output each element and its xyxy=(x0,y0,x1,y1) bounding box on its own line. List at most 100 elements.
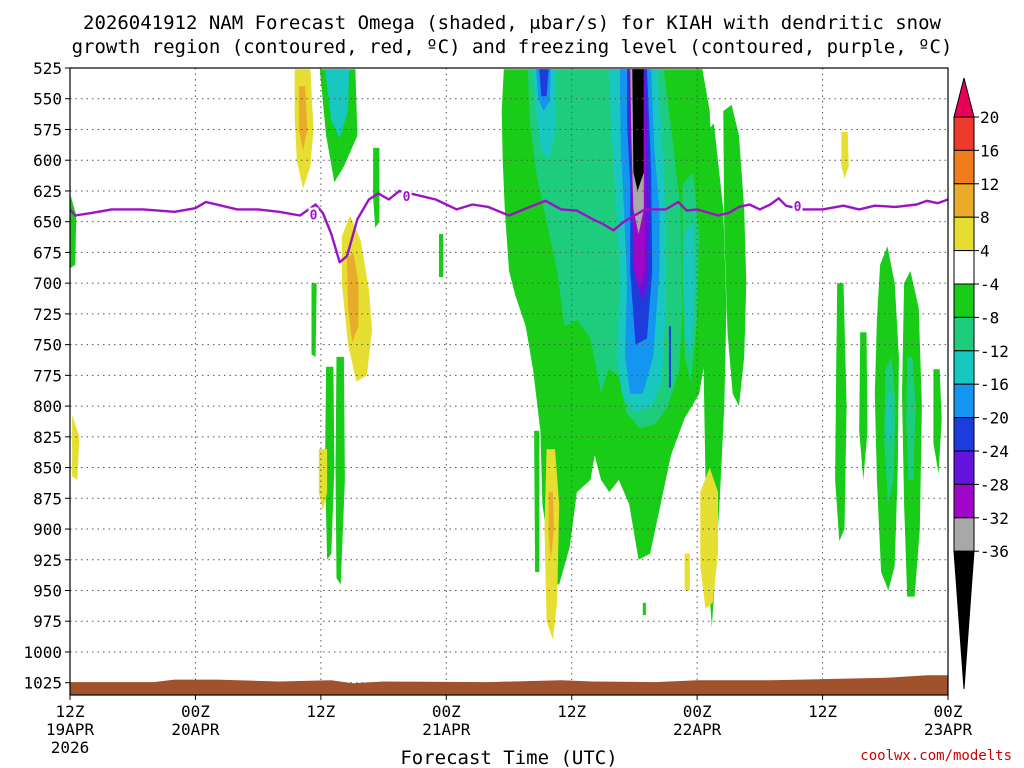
freezing-level-label-bg xyxy=(308,207,319,221)
terrain xyxy=(70,675,948,695)
credit-text[interactable]: coolwx.com/modelts xyxy=(860,748,1012,764)
x-tick-label: 2026 xyxy=(51,738,90,757)
colorbar-label: 4 xyxy=(980,242,990,261)
colorbar-bin xyxy=(953,250,975,285)
x-tick-label: 19APR xyxy=(46,720,95,739)
y-tick-label: 675 xyxy=(33,243,62,262)
x-tick-label: 22APR xyxy=(673,720,722,739)
omega-region-teal-day1 xyxy=(325,69,350,139)
colorbar-bin xyxy=(953,183,975,218)
x-tick-label: 00Z xyxy=(683,702,712,721)
omega-region-navy-left xyxy=(539,69,549,97)
omega-region-green-day1-lower xyxy=(325,366,335,560)
x-tick-label: 12Z xyxy=(557,702,586,721)
colorbar-label: -12 xyxy=(980,342,1009,361)
y-tick-label: 650 xyxy=(33,213,62,232)
colorbar-bin xyxy=(953,316,975,352)
omega-region-orange-day1 xyxy=(298,86,308,151)
colorbar-bin xyxy=(953,116,975,151)
omega-region-yellow-22apr xyxy=(700,467,718,609)
colorbar-label: -36 xyxy=(980,542,1009,561)
omega-region-green-day2-lower-left xyxy=(534,430,540,573)
y-tick-label: 825 xyxy=(33,428,62,447)
x-axis-label: Forecast Time (UTC) xyxy=(400,747,617,768)
x-tick-label: 20APR xyxy=(171,720,220,739)
omega-region-teal-far-right-b xyxy=(906,356,916,480)
omega-region-yellow-early-left xyxy=(72,414,80,480)
freezing-level-label: 0 xyxy=(794,200,802,215)
omega-region-green-day1-small xyxy=(373,147,380,228)
omega-region-green-day1-left xyxy=(311,283,317,357)
omega-region-yellow-far-right xyxy=(841,131,849,179)
freezing-level: 0 0 0 xyxy=(70,189,948,264)
freezing-level-label: 0 xyxy=(403,190,411,205)
colorbar-label: 8 xyxy=(980,208,990,227)
colorbar-label: -32 xyxy=(980,509,1009,528)
freezing-level-label: 0 xyxy=(310,209,318,224)
colorbar-label: -8 xyxy=(980,308,999,327)
colorbar-bin xyxy=(953,149,975,185)
colorbar-label: -24 xyxy=(980,442,1009,461)
y-tick-label: 750 xyxy=(33,336,62,355)
colorbar-bin xyxy=(953,350,975,385)
colorbar: 20 16 12 8 4 -4 -8 -12 -16 -20 -24 -28 -32 -36 xyxy=(953,77,1009,690)
y-tick-label: 550 xyxy=(33,90,62,109)
x-tick-label: 12Z xyxy=(306,702,335,721)
colorbar-bin xyxy=(953,216,975,252)
omega-shading xyxy=(70,69,942,640)
colorbar-bin xyxy=(953,450,975,485)
omega-region-cyan-right xyxy=(683,221,696,357)
colorbar-label: -28 xyxy=(980,475,1009,494)
x-tick-label: 00Z xyxy=(432,702,461,721)
colorbar-bin xyxy=(953,77,975,118)
y-tick-label: 900 xyxy=(33,520,62,539)
omega-region-green-main-right-a xyxy=(723,104,747,407)
colorbar-label: 16 xyxy=(980,141,999,160)
omega-region-orange-day1-mid xyxy=(347,252,359,343)
freezing-level-label-bg xyxy=(792,198,803,212)
omega-region-black-center xyxy=(632,69,644,191)
y-tick-label: 625 xyxy=(33,182,62,201)
omega-region-blue-right-slim xyxy=(668,326,671,388)
y-tick-label: 975 xyxy=(33,612,62,631)
colorbar-bin xyxy=(953,417,975,452)
omega-region-green-pre00z xyxy=(439,234,444,277)
freezing-level-label-bg xyxy=(401,189,412,203)
x-tick-label: 12Z xyxy=(56,702,85,721)
x-tick-label: 23APR xyxy=(924,720,973,739)
y-tick-label: 925 xyxy=(33,551,62,570)
y-tick-label: 700 xyxy=(33,274,62,293)
y-tick-label: 600 xyxy=(33,151,62,170)
colorbar-label: 12 xyxy=(980,175,999,194)
y-tick-label: 525 xyxy=(33,59,62,78)
y-tick-label: 775 xyxy=(33,366,62,385)
y-axis-ticks: 525 550 575 600 625 650 675 700 725 750 775 800 825 8… xyxy=(23,59,70,693)
plot-frame xyxy=(69,67,949,696)
y-tick-label: 1000 xyxy=(23,643,62,662)
colorbar-label: -16 xyxy=(980,375,1009,394)
omega-region-green-day2-tiny xyxy=(642,602,646,616)
omega-region-yellow-22apr-small xyxy=(684,553,690,591)
plot-area: 0 0 0 xyxy=(70,68,948,695)
chart-title-line1: 2026041912 NAM Forecast Omega (shaded, μ… xyxy=(83,12,941,34)
terrain-fill xyxy=(70,675,948,695)
colorbar-label: -4 xyxy=(980,275,999,294)
x-tick-label: 12Z xyxy=(808,702,837,721)
x-tick-label: 21APR xyxy=(422,720,471,739)
omega-region-orange-day2-low xyxy=(548,492,554,560)
x-tick-label: 00Z xyxy=(181,702,210,721)
omega-region-green-far-right-e xyxy=(933,369,942,474)
chart-title-line2: growth region (contoured, red, ºC) and f… xyxy=(72,36,953,58)
y-tick-label: 850 xyxy=(33,459,62,478)
colorbar-bin xyxy=(953,283,975,318)
y-tick-label: 725 xyxy=(33,305,62,324)
omega-region-green-day1-lower2 xyxy=(335,356,345,585)
colorbar-label: 20 xyxy=(980,108,999,127)
y-tick-label: 950 xyxy=(33,582,62,601)
y-tick-label: 1025 xyxy=(23,674,62,693)
colorbar-bin xyxy=(953,550,975,690)
y-tick-label: 575 xyxy=(33,120,62,139)
colorbar-bin xyxy=(953,383,975,419)
